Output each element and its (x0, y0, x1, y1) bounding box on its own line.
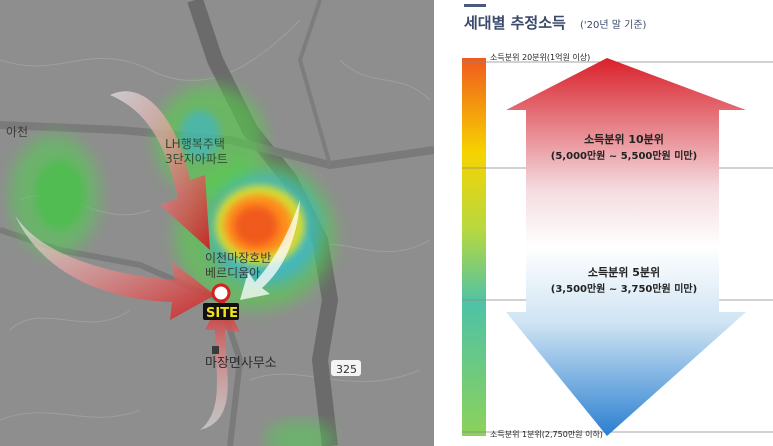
heatmap-map[interactable]: LH행복주택 3단지아파트 이천마장호반 베르디움아 마장면사무소 아천 325… (0, 0, 434, 446)
arrow-west (15, 215, 215, 320)
arrow-north (110, 91, 210, 250)
mid-upper-line2: (5,000만원 ~ 5,500만원 미만) (551, 149, 697, 162)
label-west: 아천 (6, 124, 28, 139)
title-accent-bar (464, 4, 486, 7)
mid-upper-line1: 소득분위 10분위 (584, 133, 664, 146)
label-apt-line1: 이천마장호반 (205, 250, 271, 265)
top-scale-label: 소득분위 20분위(1억원 이상) (490, 52, 590, 62)
arrow-east (240, 200, 300, 300)
label-lh-line1: LH행복주택 (165, 136, 225, 151)
site-marker-icon[interactable] (211, 283, 231, 303)
mid-lower-line2: (3,500만원 ~ 3,750만원 미만) (551, 282, 697, 295)
label-lh-line2: 3단지아파트 (165, 152, 228, 166)
bottom-scale-label: 소득분위 1분위(2,750만원 이하) (490, 429, 603, 439)
income-arrow-shape (506, 58, 746, 436)
legend-panel: 세대별 추정소득 ('20년 말 기준) 소득분위 20분위(1억원 이상) 소… (434, 0, 773, 446)
route-number: 325 (336, 363, 357, 376)
mid-lower-line1: 소득분위 5분위 (588, 266, 660, 279)
site-label: SITE (206, 306, 238, 321)
color-scale-bar (462, 58, 486, 436)
route-badge: 325 (331, 360, 361, 376)
legend-title: 세대별 추정소득 (464, 14, 566, 32)
site-label-badge: SITE (203, 303, 239, 321)
side-road (297, 0, 332, 166)
arrows-layer (15, 91, 300, 430)
arrow-south (200, 296, 240, 430)
label-apt-line2: 베르디움아 (205, 266, 260, 280)
legend-subtitle: ('20년 말 기준) (580, 19, 647, 31)
office-icon (212, 346, 219, 354)
heatmap-layer (10, 85, 335, 446)
map-labels: LH행복주택 3단지아파트 이천마장호반 베르디움아 마장면사무소 아천 (6, 124, 277, 371)
label-office: 마장면사무소 (205, 356, 277, 371)
